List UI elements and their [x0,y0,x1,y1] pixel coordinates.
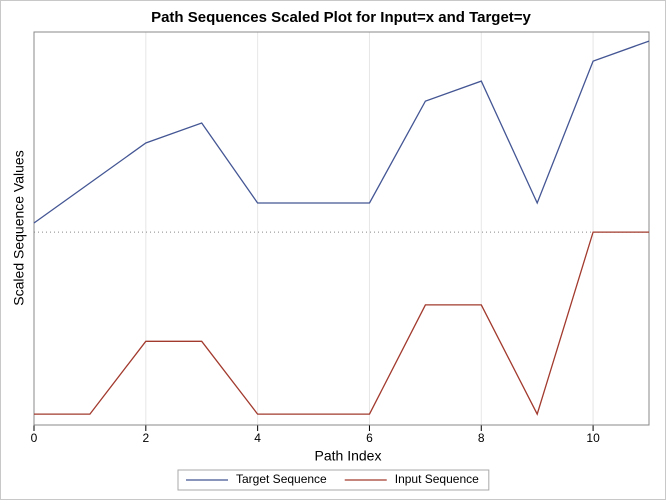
x-axis-label: Path Index [315,448,382,464]
chart-title: Path Sequences Scaled Plot for Input=x a… [151,9,531,26]
legend-box [177,469,490,491]
x-tick-label: 0 [31,431,38,445]
x-tick-label: 6 [366,431,373,445]
x-tick-label: 2 [142,431,149,445]
x-tick-label: 10 [586,431,600,445]
series-line [34,231,649,416]
legend: Target Sequence Input Sequence [177,469,490,491]
series-line [33,40,650,224]
legend-label: Target Sequence [236,472,327,486]
y-axis-label: Scaled Sequence Values [11,150,27,305]
legend-label: Input Sequence [395,472,479,486]
x-tick-label: 8 [478,431,485,445]
x-tick-label: 4 [254,431,261,445]
plot-frame [33,31,650,426]
